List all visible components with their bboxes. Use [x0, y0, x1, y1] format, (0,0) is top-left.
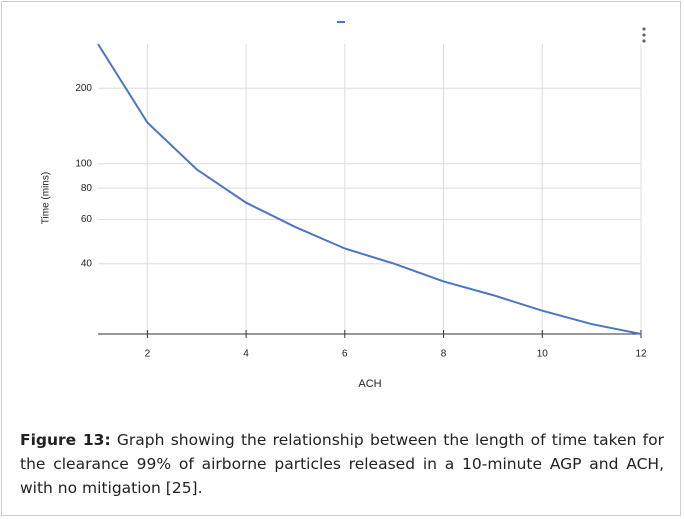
line: [97, 43, 642, 335]
chart: ACH Time (mins) 40 60 80 100 200 2 4 6 8 10 12: [41, 21, 647, 390]
y-tick-label: 40: [81, 258, 93, 269]
caption-text: Graph showing the relationship between t…: [20, 431, 664, 497]
menu-dot[interactable]: [642, 27, 646, 31]
y-tick-label: 60: [81, 214, 93, 225]
menu-dot[interactable]: [642, 39, 646, 43]
x-tick-label: 12: [635, 349, 647, 360]
caption: Figure 13: Graph showing the relationshi…: [20, 428, 664, 500]
y-tick-label: 80: [81, 183, 93, 194]
x-tick-label: 10: [537, 349, 549, 360]
y-tick-label: 200: [75, 83, 92, 94]
x-tick-label: 6: [342, 349, 348, 360]
y-tick-label: 100: [75, 158, 92, 169]
menu-dot[interactable]: [642, 33, 646, 37]
title-placeholder: [337, 21, 345, 23]
x-tick-label: 2: [145, 349, 151, 360]
x-tick-label: 4: [243, 349, 249, 360]
x-axis-label: ACH: [358, 378, 381, 390]
y-axis-label: Time (mins): [41, 172, 52, 224]
caption-label: Figure 13:: [20, 431, 111, 449]
x-tick-label: 8: [441, 349, 447, 360]
